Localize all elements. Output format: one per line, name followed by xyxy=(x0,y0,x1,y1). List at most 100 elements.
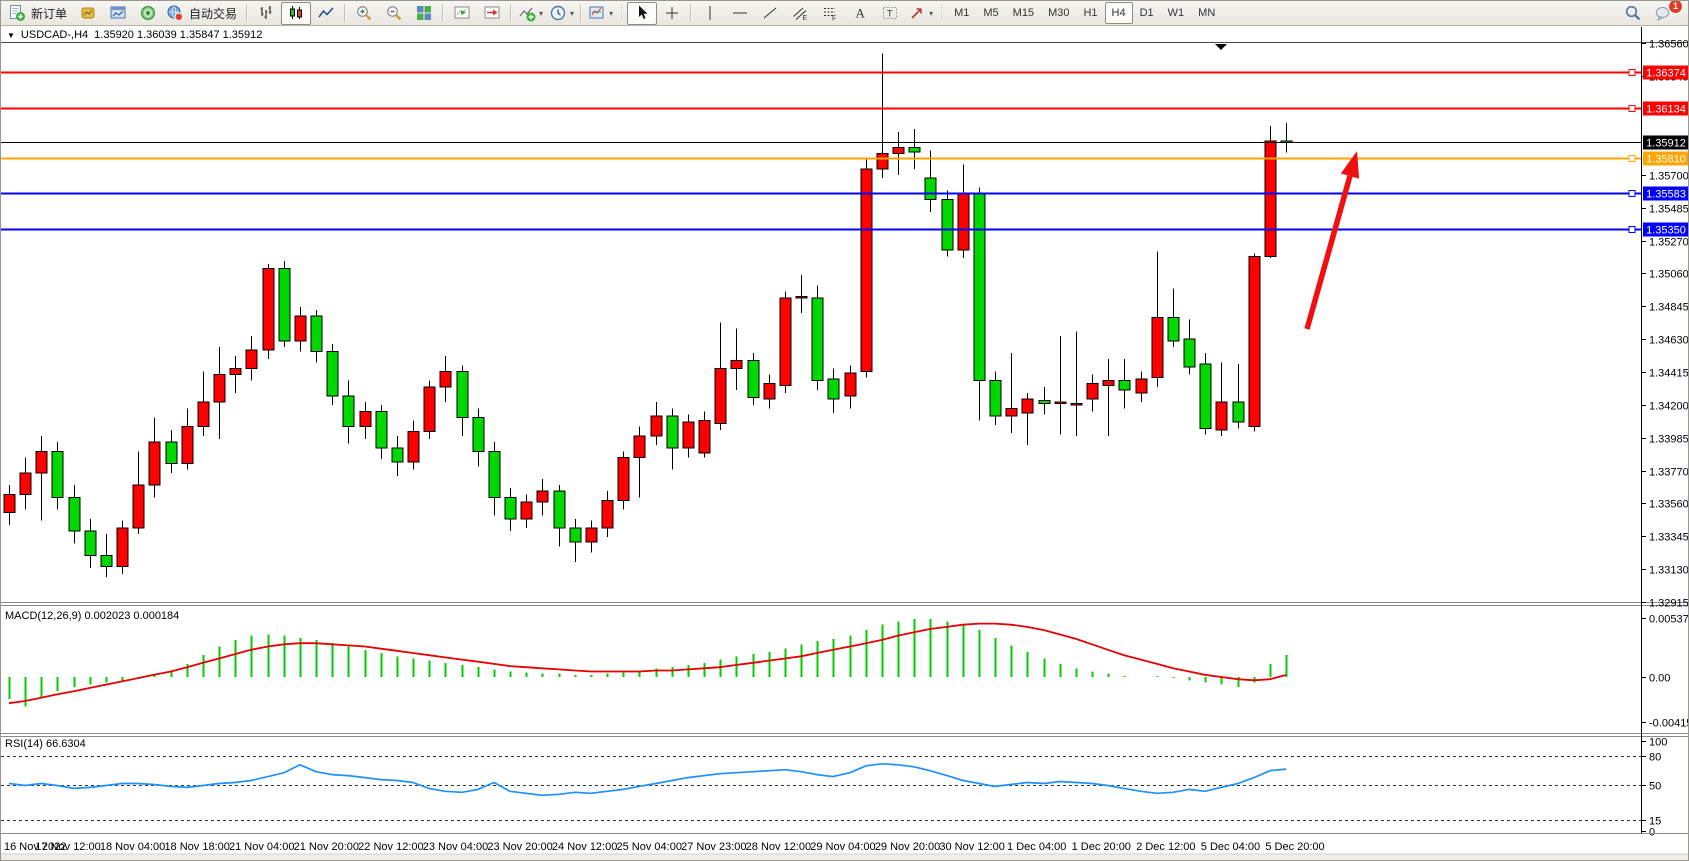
crosshair-icon xyxy=(666,7,679,19)
bar-chart-button[interactable] xyxy=(251,2,281,25)
arrow-annotation[interactable] xyxy=(1304,151,1360,330)
candle xyxy=(860,159,873,378)
chart-shift-marker[interactable] xyxy=(1215,44,1227,50)
market-watch-button[interactable] xyxy=(73,2,103,25)
candle xyxy=(973,187,986,421)
chevron-down-icon[interactable]: ▾ xyxy=(570,8,575,18)
hline-1.36374[interactable] xyxy=(1,69,1641,76)
time-label: 2 Dec 12:00 xyxy=(1136,841,1195,853)
timeframe-m15-button[interactable]: M15 xyxy=(1012,7,1035,19)
indicators-button[interactable]: ▾ xyxy=(515,2,546,25)
text-label-icon: T xyxy=(883,7,898,19)
hline-1.35583[interactable] xyxy=(1,190,1641,197)
zoom-in-icon xyxy=(357,6,372,21)
timeframe-mn-button[interactable]: MN xyxy=(1198,7,1216,19)
candle xyxy=(941,190,954,257)
navigator-button[interactable] xyxy=(133,2,163,25)
text-label-button[interactable]: T xyxy=(875,2,905,25)
toolbar-separator xyxy=(580,4,583,22)
price-tick-label: 1.35270 xyxy=(1649,237,1689,249)
hline-1.35810[interactable] xyxy=(1,155,1641,162)
market-watch-icon xyxy=(81,7,95,19)
timeframe-m1-button[interactable]: M1 xyxy=(954,7,970,19)
candle xyxy=(730,328,743,390)
text-icon: A xyxy=(856,6,866,21)
candle xyxy=(585,520,598,553)
chevron-down-icon[interactable]: ▾ xyxy=(609,8,614,18)
candle xyxy=(908,128,921,169)
arrows-button[interactable]: ▾ xyxy=(905,2,936,25)
candle xyxy=(19,457,32,510)
rsi-label: RSI(14) 66.6304 xyxy=(5,738,86,750)
cursor-button[interactable] xyxy=(627,1,658,25)
data-window-button[interactable] xyxy=(103,2,133,25)
rsi-scale-label: 100 xyxy=(1649,737,1667,749)
tile-windows-button[interactable] xyxy=(409,2,439,25)
chevron-down-icon[interactable]: ▾ xyxy=(929,8,934,18)
crosshair-button[interactable] xyxy=(657,2,687,25)
price-tick-label: 1.35700 xyxy=(1649,171,1689,183)
candle xyxy=(844,365,857,409)
price-axis[interactable]: 1.365601.363451.357001.354851.352701.350… xyxy=(1641,27,1689,839)
hline-1.36134[interactable] xyxy=(1,105,1641,112)
new-order-button[interactable]: 新订单 xyxy=(5,2,73,25)
trendline-button[interactable] xyxy=(755,2,785,25)
chevron-down-icon[interactable]: ▾ xyxy=(539,8,544,18)
channel-icon: E xyxy=(793,7,808,22)
fibonacci-button[interactable]: F xyxy=(815,2,845,25)
macd-panel[interactable]: MACD(12,26,9) 0.002023 0.000184 xyxy=(5,610,1288,707)
candle xyxy=(747,353,760,406)
periods-button[interactable]: ▾ xyxy=(546,2,577,25)
hline-price-label xyxy=(1643,65,1688,80)
candle xyxy=(472,408,485,467)
chart-title-collapse-icon[interactable]: ▼ xyxy=(7,30,15,40)
candlestick-chart-button[interactable] xyxy=(281,1,312,25)
candle xyxy=(1135,371,1148,403)
chart-template-button[interactable]: ▾ xyxy=(585,2,616,25)
search-button[interactable] xyxy=(1618,2,1648,25)
vertical-line-button[interactable] xyxy=(695,2,725,25)
timeframe-m30-button[interactable]: M30 xyxy=(1048,7,1070,19)
horizontal-line-button[interactable] xyxy=(725,2,755,25)
svg-text:T: T xyxy=(887,9,893,19)
time-label: 28 Nov 12:00 xyxy=(746,841,811,853)
candle xyxy=(1118,359,1131,409)
price-tick-label: 1.35485 xyxy=(1649,204,1689,216)
price-tick-label: 1.34415 xyxy=(1649,368,1689,380)
rsi-panel[interactable]: RSI(14) 66.6304 xyxy=(1,738,1641,821)
new-order-label: 新订单 xyxy=(31,6,68,21)
equidistant-channel-button[interactable]: E xyxy=(785,2,815,25)
timeframe-w1-button[interactable]: W1 xyxy=(1167,7,1185,19)
candle xyxy=(569,518,582,562)
toolbar-drag-handle[interactable] xyxy=(939,4,945,22)
zoom-out-icon xyxy=(387,6,402,21)
candle xyxy=(989,371,1002,426)
notifications-button[interactable]: 1 xyxy=(1648,1,1683,25)
line-chart-button[interactable] xyxy=(311,2,341,25)
hline-1.35350[interactable] xyxy=(1,226,1641,233)
auto-trading-button[interactable]: 自动交易 xyxy=(163,2,243,25)
arrows-icon xyxy=(911,8,922,19)
time-label: 23 Nov 20:00 xyxy=(487,841,552,853)
toolbar-separator xyxy=(246,4,249,22)
candle xyxy=(181,408,194,470)
toolbar-drag-handle[interactable] xyxy=(619,4,625,22)
chart-shift-button[interactable] xyxy=(477,2,507,25)
main-panel[interactable] xyxy=(1,42,1689,738)
timeframe-m5-button[interactable]: M5 xyxy=(983,7,999,19)
timeframe-d1-button[interactable]: D1 xyxy=(1139,7,1154,19)
timeframe-h1-button[interactable]: H1 xyxy=(1083,7,1098,19)
auto-scroll-button[interactable] xyxy=(447,2,477,25)
candle xyxy=(763,374,776,409)
candle xyxy=(294,307,307,352)
text-button[interactable]: A xyxy=(845,2,875,25)
hline-price-label-text: 1.36134 xyxy=(1646,104,1686,116)
horizontal-line-icon xyxy=(733,12,748,14)
timeframe-h4-button[interactable]: H4 xyxy=(1104,2,1133,24)
zoom-out-button[interactable] xyxy=(379,2,409,25)
zoom-in-button[interactable] xyxy=(349,2,379,25)
candle xyxy=(714,322,727,430)
vertical-line-icon xyxy=(709,6,711,20)
